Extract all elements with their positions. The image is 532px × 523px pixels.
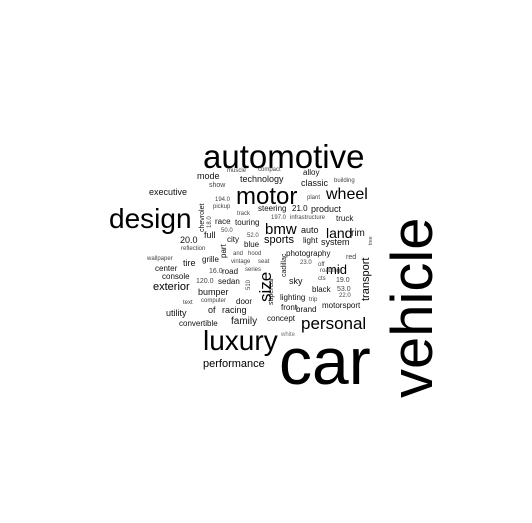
word-city: city bbox=[227, 235, 239, 244]
word-utility: utility bbox=[166, 308, 187, 318]
word-bumper: bumper bbox=[198, 287, 229, 297]
word-show: show bbox=[209, 182, 226, 189]
word-510: 510 bbox=[246, 279, 252, 290]
word-full: full bbox=[204, 230, 216, 240]
word-exterior: exterior bbox=[153, 281, 190, 293]
word-tire: tire bbox=[183, 258, 196, 268]
word-wallpaper: wallpaper bbox=[147, 256, 173, 262]
word-technology: technology bbox=[240, 174, 284, 184]
word-22: 22.0 bbox=[339, 293, 351, 299]
word-plant: plant bbox=[307, 195, 321, 201]
word-text: text bbox=[183, 300, 193, 306]
word-19: 19.0 bbox=[336, 277, 350, 284]
word-series: series bbox=[245, 267, 262, 273]
word-computer: computer bbox=[201, 298, 227, 304]
word-grille: grille bbox=[202, 255, 219, 264]
word-truck: truck bbox=[336, 214, 354, 223]
word-motor: motor bbox=[236, 183, 298, 210]
word-white: white bbox=[281, 332, 296, 338]
word-hood: hood bbox=[248, 251, 262, 257]
word-16: 16.0 bbox=[209, 268, 223, 275]
word-pickup: pickup bbox=[213, 204, 231, 210]
word-executive: executive bbox=[149, 187, 188, 197]
word-cts: cts bbox=[318, 276, 326, 282]
word-muscle: muscle bbox=[227, 168, 247, 174]
word-black: black bbox=[312, 285, 331, 294]
word-land: land bbox=[326, 225, 353, 241]
word-auto: auto bbox=[301, 225, 319, 235]
word-20: 20.0 bbox=[180, 235, 198, 245]
word-touring: touring bbox=[235, 218, 260, 227]
word-rim: rim bbox=[351, 228, 365, 239]
word-personal: personal bbox=[301, 314, 367, 333]
word-design: design bbox=[109, 203, 192, 234]
word-racing: racing bbox=[222, 305, 247, 315]
word-transport: transport bbox=[360, 257, 372, 301]
word-convertible: convertible bbox=[179, 319, 218, 328]
word-motorsport: motorsport bbox=[322, 301, 361, 310]
word-luxury: luxury bbox=[203, 325, 278, 356]
word-vintage: vintage bbox=[231, 259, 251, 265]
word-197: 197.0 bbox=[271, 215, 287, 221]
word-chevrolet: chevrolet bbox=[199, 203, 206, 232]
word-trip: trip bbox=[309, 297, 318, 303]
word-23: 23.0 bbox=[300, 260, 312, 266]
word-center: center bbox=[155, 264, 178, 273]
word-product: product bbox=[311, 204, 342, 214]
word-and: and bbox=[233, 251, 244, 257]
word-blue: blue bbox=[244, 240, 260, 249]
word-120: 120.0 bbox=[196, 278, 214, 285]
word-red: red bbox=[346, 254, 357, 261]
word-roading: roading bbox=[320, 268, 341, 274]
word-mid: mid bbox=[326, 262, 347, 277]
word-family: family bbox=[231, 316, 258, 327]
word-of: of bbox=[208, 305, 216, 315]
word-race: race bbox=[215, 217, 231, 226]
word-210: 21.0 bbox=[292, 204, 308, 213]
word-road: road bbox=[222, 267, 239, 276]
word-automotive: automotive bbox=[203, 138, 365, 175]
word-track: track bbox=[237, 211, 251, 217]
word-performance: performance bbox=[203, 358, 265, 370]
word-front: front bbox=[281, 303, 298, 312]
word-wheel: wheel bbox=[326, 186, 368, 203]
word-lighting: lighting bbox=[280, 293, 306, 302]
word-door: door bbox=[236, 297, 253, 306]
word-concept: concept bbox=[267, 314, 296, 323]
word-53: 53.0 bbox=[337, 286, 351, 293]
word-reflection: reflection bbox=[181, 246, 206, 252]
word-car: car bbox=[279, 324, 371, 398]
word-alloy: alloy bbox=[303, 168, 320, 177]
word-194: 194.0 bbox=[215, 197, 231, 203]
word-18: 18.0 bbox=[207, 216, 213, 228]
word-bmw: bmw bbox=[265, 221, 297, 238]
word-vehicle: vehicle bbox=[380, 217, 445, 398]
word-52: 52.0 bbox=[247, 233, 259, 239]
word-part: part bbox=[219, 244, 228, 258]
word-light: light bbox=[303, 236, 318, 245]
word-compact: compact bbox=[258, 167, 281, 173]
word-brand: brand bbox=[296, 305, 317, 314]
word-sports: sports bbox=[264, 234, 294, 246]
word-off: off bbox=[318, 262, 325, 268]
word-seat: seat bbox=[258, 259, 270, 265]
word-infrastructure: infrastructure bbox=[290, 215, 326, 221]
word-classic: classic bbox=[301, 178, 329, 188]
word-mode: mode bbox=[197, 171, 220, 181]
word-building: building bbox=[334, 178, 355, 184]
word-system: system bbox=[321, 237, 350, 247]
word-sedan: sedan bbox=[218, 277, 240, 286]
word-tree: tree bbox=[368, 236, 374, 245]
word-photography: photography bbox=[286, 249, 331, 258]
word-steering: steering bbox=[258, 204, 287, 213]
word-50: 50.0 bbox=[221, 228, 233, 234]
word-supercar: supercar bbox=[268, 277, 275, 305]
word-console: console bbox=[162, 272, 190, 281]
word-sky: sky bbox=[289, 276, 303, 286]
